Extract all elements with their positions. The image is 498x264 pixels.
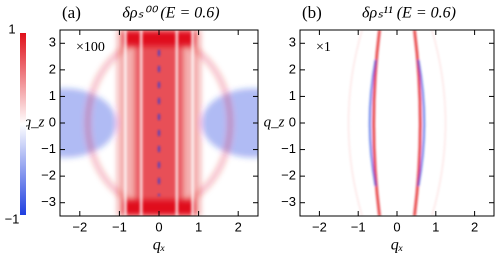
x-tick-label: 0 bbox=[393, 219, 400, 234]
annotation: ×100 bbox=[76, 40, 105, 55]
panel-label: (b) bbox=[302, 3, 322, 22]
ridge bbox=[372, 30, 381, 216]
colorbar-tick-label: 1 bbox=[8, 21, 15, 36]
x-tick-label: 1 bbox=[195, 219, 202, 234]
heatmap-lines bbox=[348, 30, 446, 216]
x-tick-label: −2 bbox=[312, 219, 327, 234]
y-tick-label: 3 bbox=[289, 35, 296, 50]
x-axis-label: qₓ bbox=[153, 237, 166, 254]
y-tick-label: −3 bbox=[41, 194, 56, 209]
x-tick-label: −1 bbox=[112, 219, 127, 234]
y-tick-label: 1 bbox=[289, 88, 296, 103]
x-tick-label: −2 bbox=[72, 219, 87, 234]
x-tick-label: 0 bbox=[155, 219, 162, 234]
y-tick-label: −2 bbox=[41, 168, 56, 183]
heatmap bbox=[60, 30, 258, 216]
annotation: ×1 bbox=[316, 40, 331, 55]
colorbar bbox=[20, 33, 26, 215]
colorbar-tick-label: −1 bbox=[5, 211, 20, 226]
band bbox=[135, 30, 183, 216]
y-tick-label: 0 bbox=[49, 114, 56, 129]
x-axis-label: qₓ bbox=[391, 237, 404, 254]
ridge bbox=[368, 59, 377, 187]
y-tick-label: 3 bbox=[49, 35, 56, 50]
y-tick-label: −2 bbox=[281, 168, 296, 183]
y-tick-label: 1 bbox=[49, 88, 56, 103]
chart-title: δρₛ⁰⁰ (E = 0.6) bbox=[122, 5, 219, 22]
y-tick-label: 2 bbox=[289, 61, 296, 76]
heatmap-blur bbox=[60, 30, 258, 216]
panel-label: (a) bbox=[62, 3, 81, 22]
y-axis-label: q_z bbox=[264, 114, 285, 130]
heatmap-bg bbox=[300, 30, 494, 216]
heatmap bbox=[300, 30, 494, 216]
ridge bbox=[431, 30, 446, 216]
y-tick-label: −1 bbox=[41, 141, 56, 156]
x-tick-label: 2 bbox=[471, 219, 478, 234]
y-tick-label: 2 bbox=[49, 61, 56, 76]
heatmap-lines bbox=[123, 30, 195, 216]
y-tick-label: −1 bbox=[281, 141, 296, 156]
x-tick-label: 2 bbox=[235, 219, 242, 234]
ridge bbox=[348, 30, 363, 216]
x-tick-label: −1 bbox=[351, 219, 366, 234]
y-tick-label: 0 bbox=[289, 114, 296, 129]
x-tick-label: 1 bbox=[432, 219, 439, 234]
ridge bbox=[417, 59, 426, 187]
ridge bbox=[413, 30, 422, 216]
y-tick-label: −3 bbox=[281, 194, 296, 209]
y-axis-label: q_z bbox=[24, 114, 45, 130]
chart-title: δρₛ¹¹ (E = 0.6) bbox=[362, 5, 456, 22]
